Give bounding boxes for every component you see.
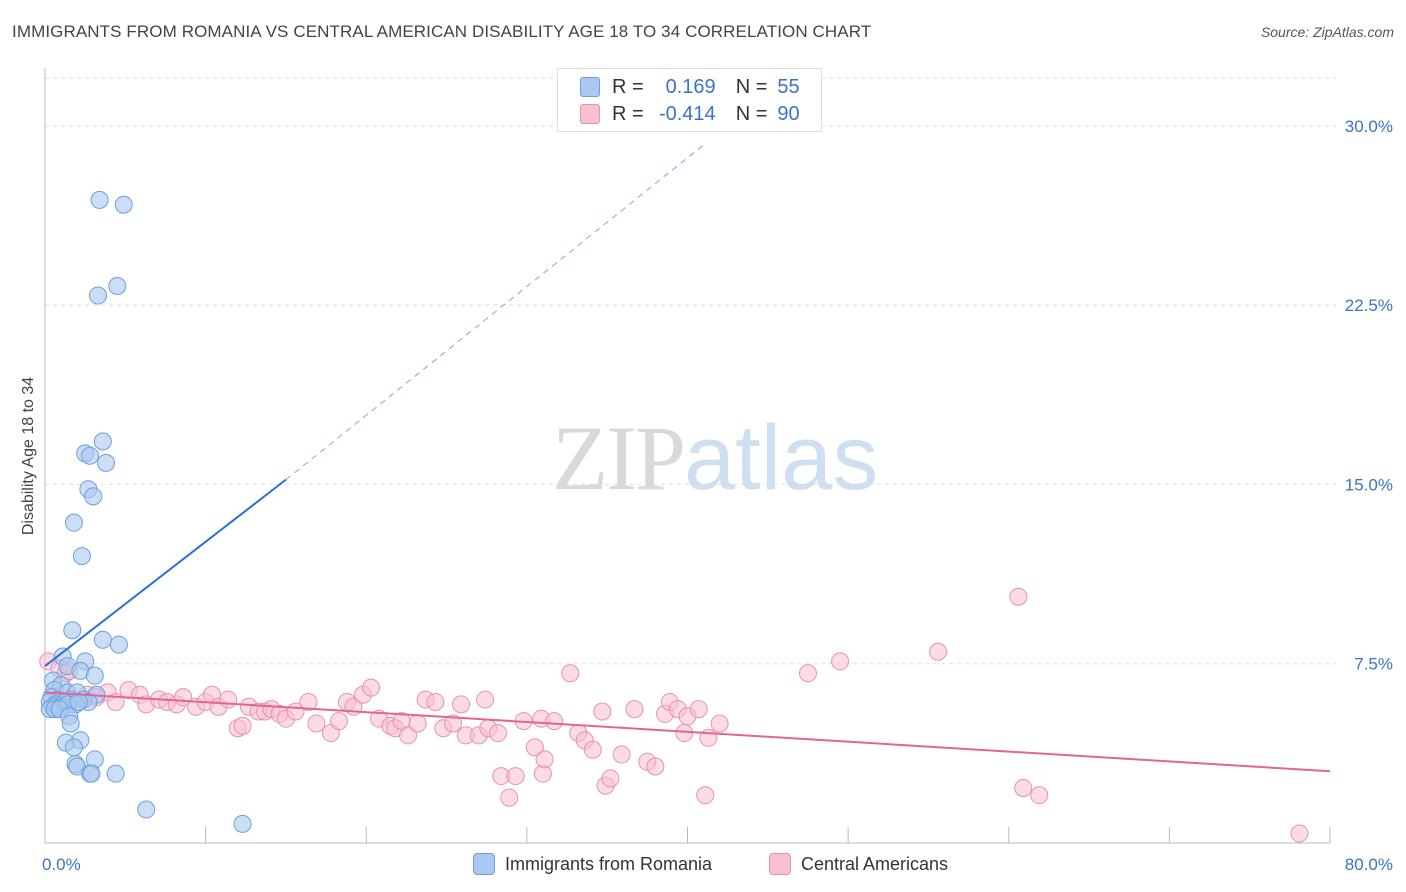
y-tick-label: 22.5% bbox=[1345, 296, 1393, 315]
central-point bbox=[299, 692, 318, 711]
watermark-zip: ZIP bbox=[552, 407, 686, 509]
central-point bbox=[408, 714, 427, 733]
central-point bbox=[506, 767, 525, 786]
central-point bbox=[399, 726, 418, 745]
watermark: ZIPatlas bbox=[552, 405, 878, 511]
central-point bbox=[561, 664, 580, 683]
x-tick-label: 80.0% bbox=[1345, 855, 1393, 874]
romania-point bbox=[61, 714, 80, 733]
romania-point bbox=[80, 446, 99, 465]
legend-r-value: -0.414 bbox=[658, 102, 716, 125]
x-tick-label: 0.0% bbox=[42, 855, 81, 874]
romania-point bbox=[90, 190, 109, 209]
romania-point bbox=[64, 513, 83, 532]
central-point bbox=[362, 678, 381, 697]
grid bbox=[45, 77, 1336, 665]
central-point bbox=[675, 724, 694, 743]
bottom-legend-central: Central Americans bbox=[769, 852, 948, 876]
central-point bbox=[831, 652, 850, 671]
central-point bbox=[452, 695, 471, 714]
romania-point bbox=[93, 630, 112, 649]
y-axis-label: Disability Age 18 to 34 bbox=[20, 377, 37, 535]
central-point bbox=[601, 769, 620, 788]
central-point bbox=[689, 700, 708, 719]
legend-n-value: 90 bbox=[777, 102, 800, 125]
romania-point bbox=[93, 432, 112, 451]
central-point bbox=[476, 690, 495, 709]
romania-point bbox=[109, 635, 128, 654]
y-tick-label: 15.0% bbox=[1345, 475, 1393, 494]
romania-point bbox=[63, 621, 82, 640]
central-point bbox=[500, 788, 519, 807]
central-point bbox=[426, 692, 445, 711]
watermark-atlas: atlas bbox=[684, 407, 879, 509]
axis-labels: 7.5% 15.0% 22.5% 30.0% 0.0% 80.0% Disability A… bbox=[20, 117, 1393, 874]
trend-lines bbox=[44, 144, 1331, 773]
legend-row-central: R = -0.414 N = 90 bbox=[580, 101, 800, 127]
legend-n-value: 55 bbox=[777, 75, 800, 98]
central-trend-line bbox=[44, 691, 1331, 773]
romania-point bbox=[233, 814, 252, 833]
central-point bbox=[625, 700, 644, 719]
correlation-legend: R = 0.169 N = 55 R = -0.414 N = 90 bbox=[557, 68, 822, 132]
central-point bbox=[1009, 587, 1028, 606]
central-point bbox=[545, 712, 564, 731]
central-point bbox=[329, 712, 348, 731]
central-point bbox=[307, 714, 326, 733]
legend-swatch-romania bbox=[580, 77, 600, 97]
legend-row-romania: R = 0.169 N = 55 bbox=[580, 74, 800, 100]
central-point bbox=[583, 740, 602, 759]
romania-point bbox=[106, 764, 125, 783]
romania-point bbox=[64, 738, 83, 757]
romania-point bbox=[84, 487, 103, 506]
bottom-legend-romania: Immigrants from Romania bbox=[473, 852, 712, 876]
romania-point bbox=[97, 453, 116, 472]
legend-r-label: R = bbox=[612, 75, 644, 98]
central-point bbox=[612, 745, 631, 764]
romania-point bbox=[85, 666, 104, 685]
romania-point bbox=[82, 764, 101, 783]
romania-point bbox=[108, 276, 127, 295]
central-point bbox=[1290, 824, 1309, 843]
central-point bbox=[929, 642, 948, 661]
source-label: Source: ZipAtlas.com bbox=[1260, 24, 1394, 40]
romania-trend-extension bbox=[285, 144, 704, 481]
bottom-legend-label-romania: Immigrants from Romania bbox=[505, 853, 713, 874]
legend-r-value: 0.169 bbox=[665, 75, 716, 98]
romania-point bbox=[69, 692, 88, 711]
y-tick-label: 7.5% bbox=[1354, 655, 1393, 674]
romania-points bbox=[40, 190, 252, 833]
central-point bbox=[593, 702, 612, 721]
central-point bbox=[233, 716, 252, 735]
romania-point bbox=[114, 195, 133, 214]
chart-title: IMMIGRANTS FROM ROMANIA VS CENTRAL AMERI… bbox=[12, 22, 872, 41]
romania-point bbox=[137, 800, 156, 819]
legend-r-label: R = bbox=[612, 102, 644, 125]
bottom-legend-swatch-central bbox=[769, 853, 791, 875]
central-point bbox=[219, 690, 238, 709]
central-point bbox=[710, 714, 729, 733]
romania-point bbox=[72, 547, 91, 566]
central-point bbox=[443, 714, 462, 733]
bottom-legend-label-central: Central Americans bbox=[801, 853, 949, 874]
central-point bbox=[1030, 786, 1049, 805]
central-point bbox=[525, 738, 544, 757]
bottom-legend-swatch-romania bbox=[473, 853, 495, 875]
legend-swatch-central bbox=[580, 104, 600, 124]
central-americans-points bbox=[39, 587, 1309, 843]
central-point bbox=[696, 786, 715, 805]
romania-trend-line bbox=[44, 478, 287, 667]
legend-n-label: N = bbox=[735, 75, 768, 98]
central-point bbox=[798, 664, 817, 683]
romania-point bbox=[89, 286, 108, 305]
y-tick-label: 30.0% bbox=[1345, 117, 1393, 136]
central-point bbox=[646, 757, 665, 776]
legend-n-label: N = bbox=[735, 102, 768, 125]
central-point bbox=[1014, 779, 1033, 798]
central-point bbox=[488, 724, 507, 743]
central-point bbox=[535, 750, 554, 769]
